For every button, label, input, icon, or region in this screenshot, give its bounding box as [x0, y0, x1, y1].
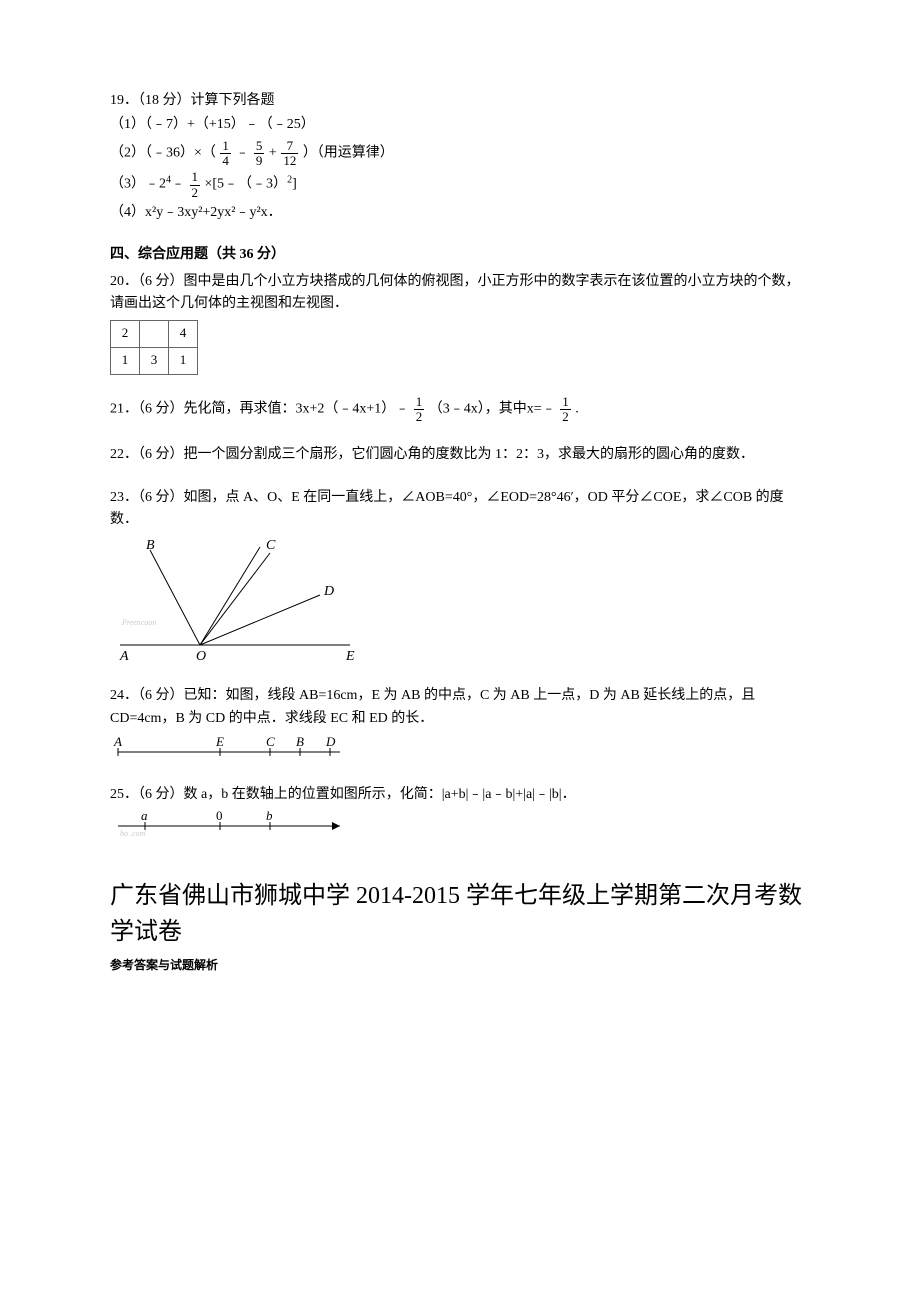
question-21: 21．（6 分）先化简，再求值：3x+2（﹣4x+1）﹣ 12 （3﹣4x），其…: [110, 395, 810, 425]
q20-grid: 2 4 1 3 1: [110, 320, 198, 375]
q25-text: 25．（6 分）数 a，b 在数轴上的位置如图所示，化简：|a+b|﹣|a﹣b|…: [110, 784, 810, 806]
paper-title: 广东省佛山市狮城中学 2014-2015 学年七年级上学期第二次月考数学试卷: [110, 878, 810, 950]
question-19: 19．（18 分）计算下列各题 （1）（﹣7）+（+15）﹣（﹣25） （2）（…: [110, 90, 810, 224]
paper-subtitle: 参考答案与试题解析: [110, 956, 810, 975]
minus: ﹣: [235, 145, 249, 160]
grid-cell: 2: [111, 320, 140, 347]
label-b: b: [266, 810, 273, 823]
q25-numberline: a 0 b ho .com: [110, 810, 370, 838]
fraction: 59: [254, 139, 265, 169]
q19-line2-pre: （2）（﹣36）×（: [110, 145, 216, 160]
svg-text:ho .com: ho .com: [120, 829, 146, 838]
grid-cell: 4: [169, 320, 198, 347]
fraction: 12: [560, 395, 571, 425]
question-23: 23．（6 分）如图，点 A、O、E 在同一直线上，∠AOB=40°，∠EOD=…: [110, 487, 810, 666]
q19-header: 19．（18 分）计算下列各题: [110, 90, 810, 112]
label-E: E: [215, 734, 224, 749]
label-D: D: [323, 584, 334, 599]
fraction: 712: [281, 139, 298, 169]
q21-pre: 21．（6 分）先化简，再求值：3x+2（﹣4x+1）﹣: [110, 401, 409, 416]
question-20: 20．（6 分）图中是由几个小立方块搭成的几何体的俯视图，小正方形中的数字表示在…: [110, 271, 810, 375]
label-zero: 0: [216, 810, 223, 823]
q19-line3: （3）﹣24﹣ 12 ×[5﹣（﹣3）2]: [110, 170, 810, 200]
label-D: D: [325, 734, 336, 749]
fraction: 12: [414, 395, 425, 425]
q24-text: 24．（6 分）已知：如图，线段 AB=16cm，E 为 AB 的中点，C 为 …: [110, 685, 810, 730]
q23-text: 23．（6 分）如图，点 A、O、E 在同一直线上，∠AOB=40°，∠EOD=…: [110, 487, 810, 532]
label-B: B: [296, 734, 304, 749]
q21-end: .: [575, 401, 579, 416]
label-A: A: [113, 734, 122, 749]
q20-text: 20．（6 分）图中是由几个小立方块搭成的几何体的俯视图，小正方形中的数字表示在…: [110, 271, 810, 316]
fraction: 12: [190, 170, 201, 200]
q21-mid: （3﹣4x），其中x=﹣: [429, 401, 556, 416]
exam-page: 19．（18 分）计算下列各题 （1）（﹣7）+（+15）﹣（﹣25） （2）（…: [0, 0, 920, 1302]
label-C: C: [266, 538, 276, 553]
fraction: 14: [220, 139, 231, 169]
q19-line2: （2）（﹣36）×（ 14 ﹣ 59 + 712 ）（用运算律）: [110, 139, 810, 169]
svg-text:Preencoon: Preencoon: [121, 618, 156, 627]
q23-diagram: A B C D E O Preencoon: [110, 535, 370, 665]
grid-cell: 1: [169, 347, 198, 374]
label-A: A: [119, 649, 129, 664]
plus: +: [269, 145, 277, 160]
grid-cell: 3: [140, 347, 169, 374]
q19-line4: （4）x²y﹣3xy²+2yx²﹣y²x．: [110, 202, 810, 224]
q22-text: 22．（6 分）把一个圆分割成三个扇形，它们圆心角的度数比为 1：2：3，求最大…: [110, 444, 810, 466]
label-C: C: [266, 734, 275, 749]
question-22: 22．（6 分）把一个圆分割成三个扇形，它们圆心角的度数比为 1：2：3，求最大…: [110, 444, 810, 466]
question-24: 24．（6 分）已知：如图，线段 AB=16cm，E 为 AB 的中点，C 为 …: [110, 685, 810, 764]
question-25: 25．（6 分）数 a，b 在数轴上的位置如图所示，化简：|a+b|﹣|a﹣b|…: [110, 784, 810, 838]
label-a: a: [141, 810, 148, 823]
grid-cell: 1: [111, 347, 140, 374]
section-4-heading: 四、综合应用题（共 36 分）: [110, 244, 810, 266]
label-E: E: [345, 649, 355, 664]
label-B: B: [146, 538, 155, 553]
q24-diagram: A E C B D: [110, 734, 370, 764]
label-O: O: [196, 649, 206, 664]
grid-cell: [140, 320, 169, 347]
q19-line1: （1）（﹣7）+（+15）﹣（﹣25）: [110, 114, 810, 136]
q19-line2-post: ）（用运算律）: [303, 145, 394, 160]
